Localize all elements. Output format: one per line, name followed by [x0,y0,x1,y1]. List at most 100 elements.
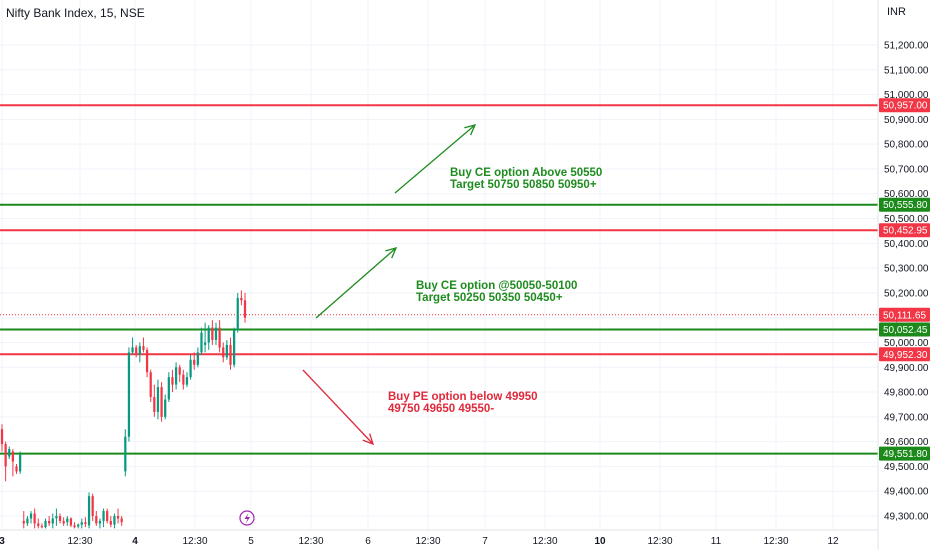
y-tick-label: 49,800.00 [884,388,929,399]
last-price-tag-text: 50,111.65 [883,310,926,321]
last-price-tag [879,307,930,322]
candle-body [160,387,163,417]
candle-body [62,520,65,524]
y-tick-label: 49,900.00 [884,363,929,374]
candle-body [11,451,15,462]
annotation-buy-ce-above: Buy CE option Above 50550 Target 50750 50… [450,167,602,191]
candle-body [55,516,58,519]
event-marker[interactable] [239,510,255,526]
chart-title: Nifty Bank Index, 15, NSE [6,6,145,20]
level-tag-text: 50,957.00 [883,101,928,112]
candle-body [222,347,225,358]
level-tag-text: 50,052.45 [883,325,928,336]
y-tick-label: 50,000.00 [884,338,929,349]
x-tick-label: 10 [594,536,606,547]
candle-body [182,374,185,385]
candle-body [19,454,22,472]
lightning-icon [244,513,250,524]
y-tick-label: 49,700.00 [884,412,929,423]
candle-body [229,344,232,365]
candle-body [178,367,181,375]
candle-body [149,372,152,398]
grid-lines [0,0,878,530]
y-tick-label: 50,700.00 [884,164,929,175]
candle-body [91,496,94,516]
candle-body [102,511,105,521]
annotation-line: 49750 49650 49550- [388,403,495,415]
y-tick-label: 51,200.00 [884,41,929,52]
y-tick-label: 50,900.00 [884,115,929,126]
candle-body [66,518,69,523]
candle-body [145,349,149,373]
candle-body [37,523,40,526]
y-tick-label: 50,800.00 [884,140,929,151]
y-tick-label: 50,400.00 [884,239,929,250]
candle-body [98,520,102,524]
candle-body [211,327,214,340]
candle-body [80,522,83,525]
candle-body [22,520,25,524]
candle-body [214,327,218,340]
annotation-line: Buy CE option @50050-50100 [416,280,578,292]
candle-body [120,518,123,523]
x-tick-label: 12:30 [532,536,557,547]
candle-body [218,327,221,348]
y-tick-label: 49,300.00 [884,512,929,523]
x-tick-label: 6 [365,536,371,547]
x-tick-label: 11 [711,536,722,547]
candle-body [225,344,228,358]
y-tick-label: 49,400.00 [884,487,929,498]
currency-label[interactable]: INR [887,6,906,18]
level-tag [879,223,930,238]
candle-body [124,436,127,472]
candle-body [48,520,51,524]
annotation-line: Target 50750 50850 50950+ [450,179,597,191]
candle-body [4,444,7,467]
candle-body [87,496,91,526]
candle-body [29,513,33,519]
candle-body [203,342,207,345]
candle-body [174,367,178,385]
x-tick-label: 12:30 [182,536,207,547]
candle-body [167,377,170,400]
candle-body [116,516,120,519]
x-tick-label: 12 [827,536,839,547]
arrow-up-2-head [385,247,398,259]
candle-body [0,429,4,445]
y-tick-label: 50,500.00 [884,214,929,225]
candle-body [109,520,112,525]
y-tick-label: 51,000.00 [884,90,929,101]
x-tick-label: 12:30 [298,536,323,547]
level-tag [879,98,930,113]
annotation-line: Buy PE option below 49950 [388,391,538,403]
y-tick-label: 50,300.00 [884,264,929,275]
candle-body [51,518,54,524]
candle-body [189,359,192,378]
candle-body [193,359,196,365]
candle-body [131,347,134,353]
price-axis[interactable]: 51,200.00 51,100.00 51,000.00 50,900.00 50,8… [877,0,929,550]
arrow-up-1-head [464,124,477,136]
level-tag [879,446,930,461]
candle-body [33,513,36,524]
candle-body [171,377,174,385]
y-tick-label: 49,500.00 [884,462,929,473]
level-tag-text: 50,555.80 [883,200,928,211]
candle-body [44,520,47,528]
x-tick-label: 5 [248,536,254,547]
price-tags: 50,957.00 50,555.80 50,452.95 50,052.45 49,9… [879,98,930,461]
candle-body [84,522,87,524]
y-tick-label: 51,100.00 [884,65,929,76]
candle-body [243,300,247,318]
arrow-up-1 [394,124,476,194]
annotation-arrows [302,124,477,446]
candle-body [240,297,243,301]
annotation-buy-ce-range: Buy CE option @50050-50100 Target 50250 5… [416,280,577,304]
x-tick-label: 3 [0,536,5,547]
candle-body [232,330,236,365]
time-axis[interactable]: 3 12:30 4 12:30 5 12:30 6 12:30 7 12:30 10 12:30 11 1… [0,529,878,547]
arrow-down [302,369,374,445]
candle-body [135,347,138,355]
candle-body [153,397,156,412]
